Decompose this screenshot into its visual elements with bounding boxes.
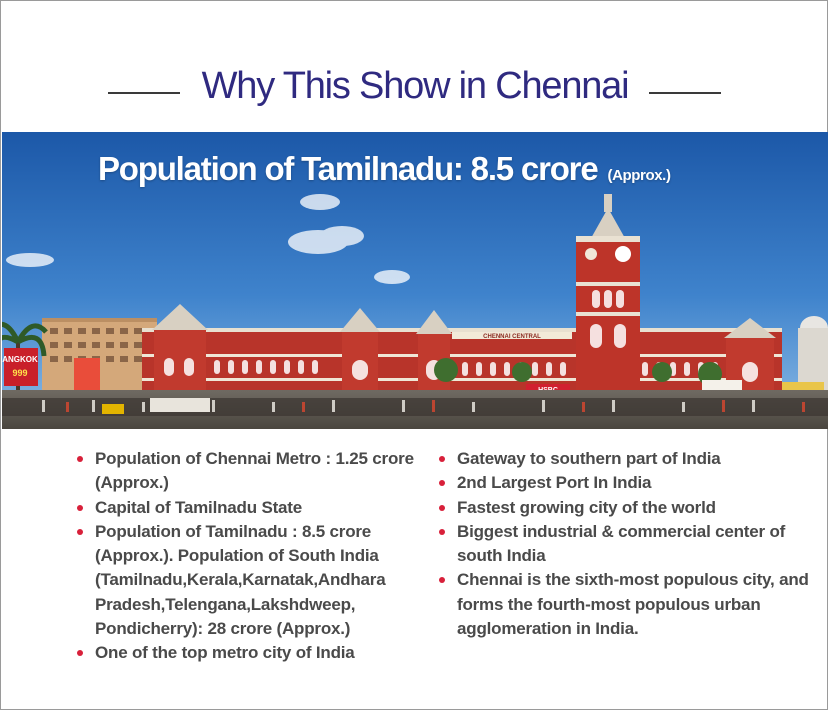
clock-tower bbox=[576, 194, 640, 392]
list-item: Population of Tamilnadu : 8.5 crore (App… bbox=[77, 520, 417, 641]
list-item: Chennai is the sixth-most populous city,… bbox=[439, 568, 811, 641]
bullet-text: Biggest industrial & commercial center o… bbox=[457, 521, 786, 566]
bullet-dot bbox=[439, 577, 445, 584]
list-item: Gateway to southern part of India bbox=[439, 447, 811, 471]
station-building: CHENNAI CENTRAL bbox=[142, 194, 782, 392]
clock-face bbox=[615, 246, 631, 262]
billboard-text-1: ANGKOK bbox=[2, 355, 38, 364]
bullet-list-right: Gateway to southern part of India 2nd La… bbox=[439, 447, 811, 641]
dome-building bbox=[798, 316, 828, 392]
bullet-text: Population of Chennai Metro : 1.25 crore… bbox=[95, 449, 414, 493]
title-row: Why This Show in Chennai bbox=[1, 63, 828, 119]
bullet-text: 2nd Largest Port In India bbox=[457, 473, 652, 493]
title-rule-left bbox=[108, 92, 180, 94]
bullet-dot bbox=[439, 456, 445, 462]
list-item: Population of Chennai Metro : 1.25 crore… bbox=[77, 447, 417, 496]
bullet-text: One of the top metro city of India bbox=[95, 643, 355, 663]
billboard-text-2: 999 bbox=[12, 368, 27, 378]
chennai-central-photo: CHENNAI CENTRAL ANGKOK 999 bbox=[2, 132, 828, 429]
bullet-dot bbox=[439, 480, 445, 487]
station-sign: CHENNAI CENTRAL bbox=[483, 334, 541, 340]
banner-heading-main: Population of Tamilnadu: 8.5 crore bbox=[98, 150, 599, 187]
banner-heading-note: (Approx.) bbox=[607, 167, 671, 184]
page-title: Why This Show in Chennai bbox=[201, 65, 630, 107]
auto-rickshaw bbox=[102, 404, 124, 414]
bullet-text: Gateway to southern part of India bbox=[457, 449, 721, 468]
bullet-dot bbox=[439, 504, 445, 511]
bullet-text: Chennai is the sixth-most populous city,… bbox=[457, 570, 809, 639]
list-item: 2nd Largest Port In India bbox=[439, 471, 811, 495]
clouds bbox=[6, 194, 410, 284]
bullet-dot bbox=[77, 504, 83, 511]
banner-heading: Population of Tamilnadu: 8.5 crore (Appro… bbox=[98, 150, 671, 188]
bullet-dot bbox=[77, 456, 83, 462]
station-sign-bar bbox=[452, 332, 572, 339]
bullet-text: Fastest growing city of the world bbox=[457, 497, 716, 517]
list-item: Capital of Tamilnadu State bbox=[77, 496, 417, 520]
title-rule-right bbox=[649, 92, 721, 94]
bullet-dot bbox=[77, 528, 83, 535]
list-item: One of the top metro city of India bbox=[77, 641, 417, 665]
bullet-list-left: Population of Chennai Metro : 1.25 crore… bbox=[77, 447, 417, 666]
crowd bbox=[2, 398, 828, 416]
station-illustration: CHENNAI CENTRAL ANGKOK 999 bbox=[2, 132, 828, 429]
bullet-dot bbox=[77, 650, 83, 657]
bullet-text: Capital of Tamilnadu State bbox=[95, 497, 303, 517]
bullet-dot bbox=[439, 528, 445, 535]
bus bbox=[150, 398, 210, 412]
bullet-text: Population of Tamilnadu : 8.5 crore (App… bbox=[95, 521, 386, 639]
list-item: Fastest growing city of the world bbox=[439, 496, 811, 520]
list-item: Biggest industrial & commercial center o… bbox=[439, 520, 811, 569]
